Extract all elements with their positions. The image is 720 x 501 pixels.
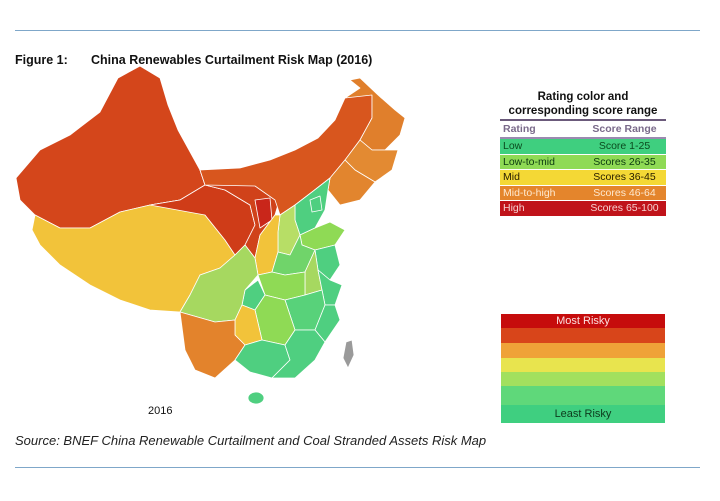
gradient-band [501,405,665,423]
risk-gradient-legend: Most Risky Least Risky [501,314,665,423]
gradient-band [501,328,665,343]
legend-score: Scores 26-35 [593,155,656,168]
legend-title-line2: corresponding score range [508,105,658,117]
legend-rating: Mid [503,171,520,184]
source-note: Source: BNEF China Renewable Curtailment… [15,433,487,448]
region-heilongjiang [344,77,406,151]
legend-row: Low-to-mid Scores 26-35 [500,154,666,170]
region-taiwan [342,339,355,369]
legend-rating: Low-to-mid [503,155,555,168]
most-risky-label: Most Risky [556,315,610,327]
legend-row: Mid Scores 36-45 [500,170,666,186]
bottom-rule [15,467,700,468]
legend-score: Scores 46-64 [593,186,656,199]
region-beijing-tianjin [309,195,323,213]
region-fujian [314,304,341,343]
legend-col-score: Score Range [592,123,657,135]
least-risky-label: Least Risky [554,408,612,420]
gradient-band [501,386,665,405]
gradient-band [501,358,665,372]
region-guangdong [271,329,326,379]
rating-legend: Rating color and corresponding score rang… [500,90,666,217]
region-hainan [247,391,265,405]
legend-title-line1: Rating color and [537,91,629,103]
region-yunnan [179,311,246,379]
legend-rating: High [503,202,525,215]
top-rule [15,30,700,31]
figure-title: Figure 1: China Renewables Curtailment Ri… [15,53,372,67]
gradient-band [501,372,665,386]
legend-column-headers: Rating Score Range [500,121,666,139]
gradient-band [501,314,665,328]
legend-rating: Mid-to-high [503,186,556,199]
figure-number: Figure 1: [15,53,68,67]
legend-rating: Low [503,140,523,153]
map-year-label: 2016 [148,405,173,417]
legend-score: Score 1-25 [598,140,651,153]
legend-row: High Scores 65-100 [500,201,666,217]
legend-score: Scores 36-45 [593,171,656,184]
legend-score: Scores 65-100 [590,202,659,215]
figure-title-text: China Renewables Curtailment Risk Map (2… [91,53,373,67]
legend-row: Mid-to-high Scores 46-64 [500,185,666,201]
gradient-band [501,343,665,358]
legend-row: Low Score 1-25 [500,139,666,155]
legend-col-rating: Rating [503,123,536,135]
legend-title: Rating color and corresponding score rang… [500,90,666,121]
